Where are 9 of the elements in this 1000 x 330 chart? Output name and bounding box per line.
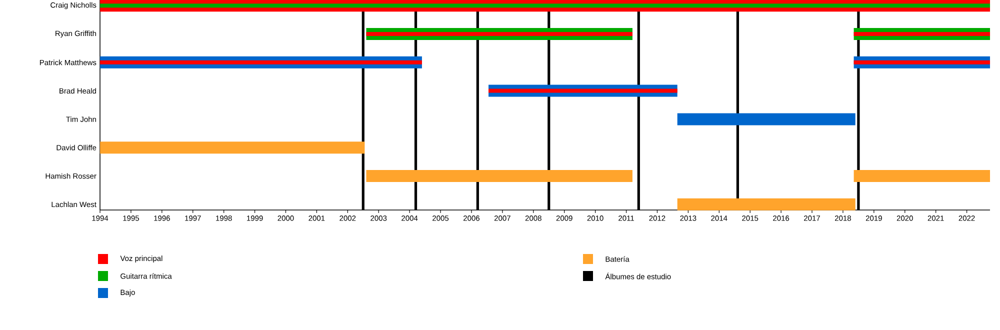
bar: [366, 170, 632, 182]
bar: [854, 60, 990, 64]
bar: [488, 88, 678, 93]
bar: [854, 32, 990, 36]
bar: [100, 60, 422, 64]
bar: [100, 142, 365, 154]
bar: [677, 113, 856, 126]
bar: [677, 198, 856, 210]
bar: [366, 32, 632, 36]
